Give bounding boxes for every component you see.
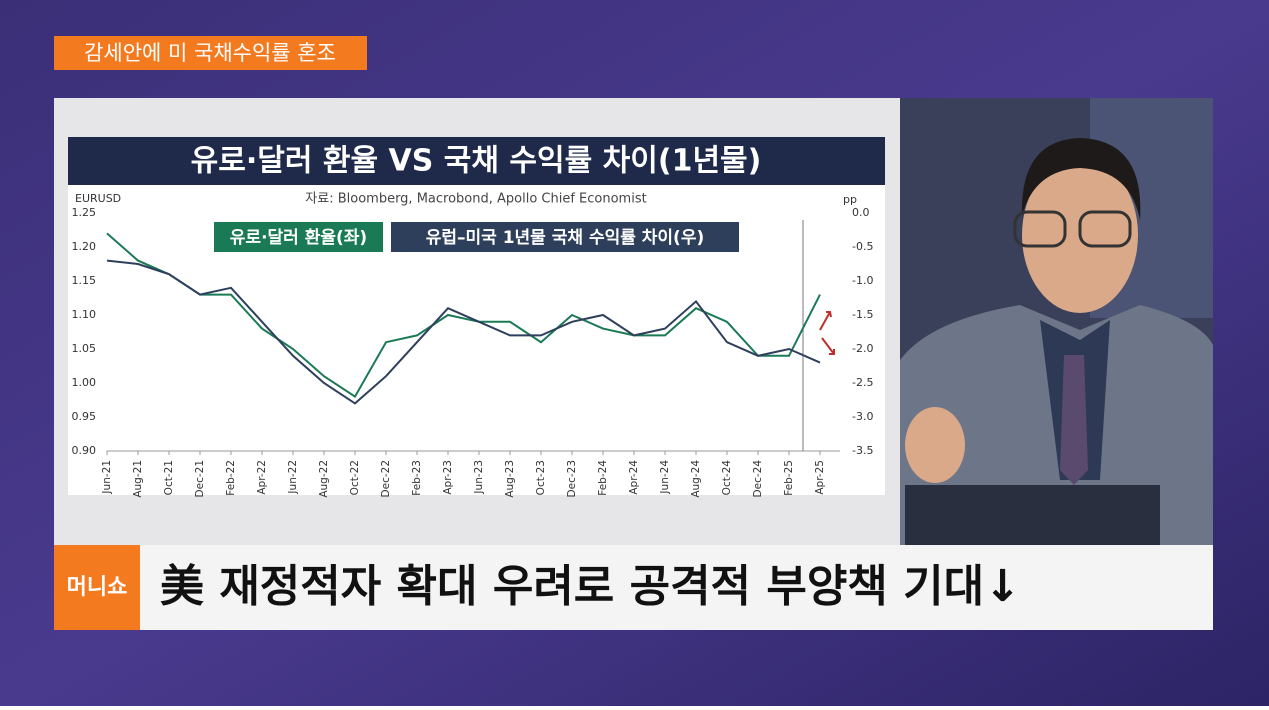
y2-tick-label: -3.5	[852, 444, 873, 457]
down-arrow	[821, 337, 835, 355]
x-tick-label: Oct-21	[163, 460, 175, 495]
glasses-l	[1013, 210, 1067, 248]
caption: 美 재정적자 확대 우려로 공격적 부양책 기대↓	[160, 561, 1021, 612]
tie	[1060, 355, 1088, 485]
y-tick-label: 1.15	[72, 274, 97, 287]
chart-area	[68, 137, 885, 495]
logo: 머니쇼	[67, 575, 128, 600]
y-axis-label: EURUSD	[75, 192, 121, 205]
legend-box	[391, 222, 739, 252]
title-bar	[68, 137, 885, 185]
x-tick-label: Apr-23	[442, 460, 454, 495]
glasses-r	[1078, 210, 1132, 248]
x-tick-label: Aug-21	[132, 460, 144, 498]
x-tick-label: Aug-22	[318, 460, 330, 498]
x-tick-label: Oct-22	[349, 460, 361, 495]
y-tick-label: 1.25	[72, 206, 97, 219]
hand	[905, 407, 965, 483]
x-tick-label: Feb-25	[783, 460, 795, 496]
x-tick-label: Jun-24	[659, 460, 671, 495]
chart-title: 유로·달러 환율 VS 국채 수익률 차이(1년물)	[191, 144, 762, 179]
plot: 0.90 0.95 1.00 1.05 1.10 1.15 1.20 1.25 0.0 -0.5 -…	[72, 206, 874, 498]
y-tick-label: 1.10	[72, 308, 97, 321]
y2-tick-label: -3.0	[852, 410, 873, 423]
legend-label: 유로·달러 환율(좌)	[230, 227, 367, 248]
desk	[905, 485, 1160, 545]
chart-subtitle: 자료: Bloomberg, Macrobond, Apollo Chief E…	[305, 192, 646, 207]
legend-box	[214, 222, 383, 252]
x-tick-label: Apr-22	[256, 460, 268, 495]
x-tick-label: Apr-25	[814, 460, 826, 495]
y2-tick-label: -2.0	[852, 342, 873, 355]
y2-tick-label: 0.0	[852, 206, 870, 219]
x-tick-label: Feb-22	[225, 460, 237, 496]
x-tick-label: Feb-23	[411, 460, 423, 496]
x-tick-label: Dec-22	[380, 460, 392, 497]
presenter	[900, 98, 1213, 545]
y-tick-label: 0.90	[72, 444, 97, 457]
x-tick-label: Oct-24	[721, 460, 733, 496]
y2-tick-label: -2.5	[852, 376, 873, 389]
y-tick-label: 1.05	[72, 342, 97, 355]
hair	[1021, 138, 1141, 220]
legend-label: 유럽–미국 1년물 국채 수익률 차이(우)	[426, 228, 705, 248]
caption-bar	[140, 545, 1213, 630]
x-tick-label: Feb-24	[597, 460, 609, 496]
tag: 감세안에 미 국채수익률 혼조	[84, 41, 336, 65]
x-tick-label: Aug-23	[504, 460, 516, 498]
y2-axis-label: pp	[843, 193, 857, 206]
x-tick-label: Apr-24	[628, 460, 640, 495]
x-tick-label: Jun-22	[287, 460, 299, 495]
y-tick-label: 1.00	[72, 376, 97, 389]
tag-box	[54, 36, 367, 70]
series-line	[106, 259, 821, 405]
x-tick-label: Jun-23	[473, 460, 485, 495]
x-tick-label: Oct-23	[535, 460, 547, 495]
series-line	[106, 232, 821, 399]
y2-tick-label: -1.0	[852, 274, 873, 287]
x-tick-label: Jun-21	[101, 460, 113, 495]
x-tick-label: Dec-24	[752, 460, 764, 498]
y2-tick-label: -0.5	[852, 240, 873, 253]
x-tick-label: Dec-21	[194, 460, 206, 497]
y2-tick-label: -1.5	[852, 308, 873, 321]
y-tick-label: 1.20	[72, 240, 97, 253]
up-arrow	[819, 311, 832, 331]
x-tick-label: Aug-24	[690, 460, 702, 498]
logo-box	[54, 545, 140, 630]
y-tick-label: 0.95	[72, 410, 97, 423]
x-tick-label: Dec-23	[566, 460, 578, 497]
